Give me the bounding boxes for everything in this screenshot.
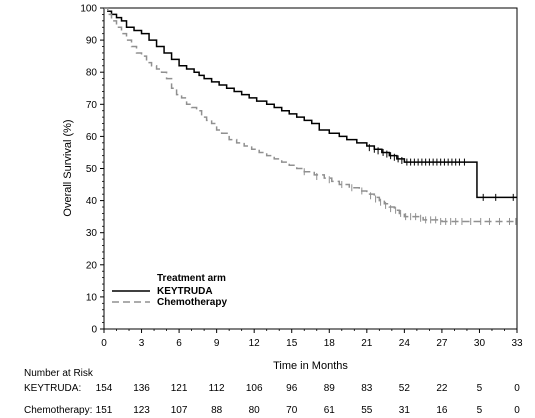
risk-value: 88 bbox=[211, 405, 223, 416]
risk-value: 89 bbox=[324, 383, 336, 394]
x-tick-label-12: 12 bbox=[249, 338, 261, 349]
legend-entry-chemotherapy: Chemotherapy bbox=[157, 297, 227, 308]
x-tick-label-30: 30 bbox=[474, 338, 486, 349]
x-tick-label-18: 18 bbox=[324, 338, 336, 349]
risk-value: 0 bbox=[514, 405, 520, 416]
legend-entry-keytruda: KEYTRUDA bbox=[157, 286, 213, 297]
risk-value: 154 bbox=[96, 383, 113, 394]
risk-value: 22 bbox=[436, 383, 448, 394]
y-tick-label-30: 30 bbox=[86, 228, 98, 239]
y-tick-label-20: 20 bbox=[86, 260, 98, 271]
risk-value: 16 bbox=[436, 405, 448, 416]
risk-value: 107 bbox=[171, 405, 188, 416]
x-tick-label-6: 6 bbox=[176, 338, 182, 349]
x-tick-label-15: 15 bbox=[286, 338, 298, 349]
km-curve-keytruda bbox=[104, 7, 517, 199]
x-tick-label-21: 21 bbox=[361, 338, 373, 349]
risk-value: 123 bbox=[133, 405, 150, 416]
risk-value: 83 bbox=[361, 383, 373, 394]
x-tick-label-24: 24 bbox=[399, 338, 411, 349]
y-tick-label-70: 70 bbox=[86, 100, 98, 111]
x-tick-label-33: 33 bbox=[511, 338, 523, 349]
y-axis-title: Overall Survival (%) bbox=[62, 119, 74, 216]
risk-row-label-chemotherapy: Chemotherapy: bbox=[24, 405, 92, 416]
risk-row-label-keytruda: KEYTRUDA: bbox=[24, 383, 81, 394]
risk-value: 0 bbox=[514, 383, 520, 394]
risk-value: 121 bbox=[171, 383, 188, 394]
risk-value: 151 bbox=[96, 405, 113, 416]
risk-value: 96 bbox=[286, 383, 298, 394]
y-tick-label-60: 60 bbox=[86, 132, 98, 143]
risk-value: 106 bbox=[246, 383, 263, 394]
y-tick-label-90: 90 bbox=[86, 36, 98, 47]
y-tick-label-40: 40 bbox=[86, 196, 98, 207]
risk-value: 5 bbox=[477, 383, 483, 394]
risk-value: 31 bbox=[399, 405, 411, 416]
y-tick-label-10: 10 bbox=[86, 292, 98, 303]
x-tick-label-3: 3 bbox=[139, 338, 145, 349]
y-tick-label-100: 100 bbox=[80, 4, 97, 15]
risk-value: 112 bbox=[209, 383, 225, 394]
y-tick-label-80: 80 bbox=[86, 68, 98, 79]
y-tick-label-50: 50 bbox=[86, 164, 98, 175]
risk-value: 55 bbox=[361, 405, 373, 416]
y-tick-label-0: 0 bbox=[91, 325, 97, 336]
risk-value: 52 bbox=[399, 383, 411, 394]
x-tick-label-0: 0 bbox=[101, 338, 107, 349]
risk-value: 80 bbox=[249, 405, 261, 416]
x-axis-title: Time in Months bbox=[273, 360, 348, 372]
x-tick-label-27: 27 bbox=[436, 338, 448, 349]
risk-value: 70 bbox=[286, 405, 298, 416]
risk-value: 61 bbox=[324, 405, 336, 416]
legend-title: Treatment arm bbox=[157, 273, 226, 284]
risk-value: 5 bbox=[477, 405, 483, 416]
risk-value: 136 bbox=[133, 383, 150, 394]
km-curve-chemotherapy bbox=[104, 7, 517, 223]
x-tick-label-9: 9 bbox=[214, 338, 220, 349]
risk-table-header: Number at Risk bbox=[24, 368, 94, 379]
